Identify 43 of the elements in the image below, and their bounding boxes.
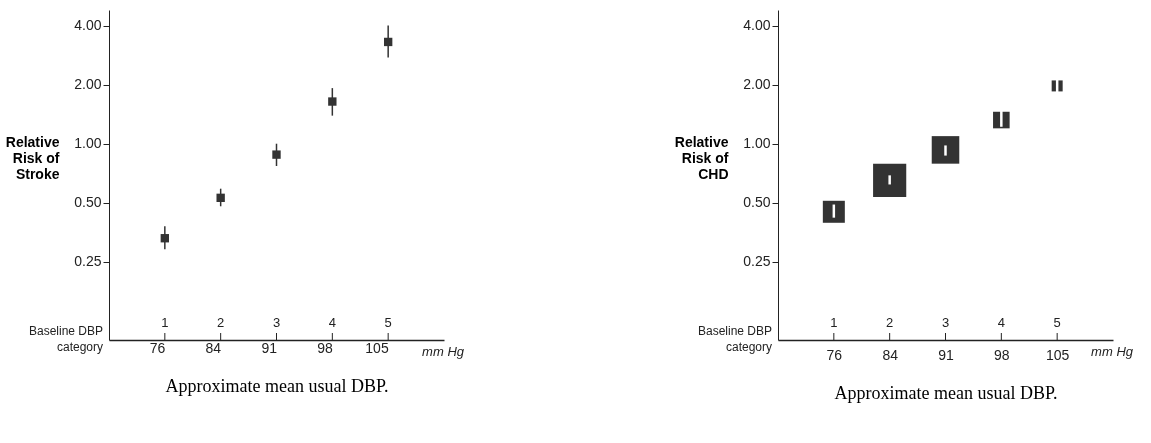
x-tick-label: 91: [261, 339, 278, 356]
text: Baseline DBP category: [28, 324, 103, 354]
y-tick-label: 1.00: [74, 135, 102, 152]
y-tick-label: 2.00: [74, 76, 102, 93]
x-tick-label: 98: [994, 346, 1010, 363]
x-tick-label: 91: [938, 346, 954, 363]
y-tick-label: 4.00: [743, 17, 771, 34]
y-tick-label: 0.25: [743, 253, 771, 270]
annotation: 5: [384, 315, 392, 330]
y-axis-title: Relative Risk of CHD: [674, 133, 729, 182]
point: [160, 234, 170, 243]
text: mm Hg: [1091, 344, 1134, 359]
point: [216, 193, 225, 203]
annotation: 1: [830, 315, 838, 330]
y-tick-label: 0.25: [74, 253, 102, 270]
annotation: 1: [161, 315, 169, 330]
point: [272, 150, 281, 159]
text: mm Hg: [422, 344, 465, 359]
annotation: 4: [328, 315, 336, 330]
point: [383, 37, 393, 47]
annotation: 2: [217, 315, 225, 330]
y-axis-title: Relative Risk of Stroke: [5, 133, 60, 182]
x-axis-title: Approximate mean usual DBP.: [834, 382, 1058, 403]
text: Baseline DBP category: [697, 324, 772, 354]
y-tick-label: 0.50: [74, 194, 102, 211]
annotation: 3: [941, 315, 950, 330]
annotation: 4: [997, 315, 1005, 330]
annotation: 2: [886, 315, 894, 330]
x-tick-label: 105: [365, 339, 389, 356]
x-tick-label: 76: [149, 339, 166, 356]
x-tick-label: 84: [882, 346, 899, 363]
x-tick-label: 105: [1045, 346, 1070, 363]
y-tick-label: 0.50: [743, 194, 771, 211]
y-tick-label: 4.00: [74, 17, 102, 34]
x-tick-label: 98: [317, 339, 334, 356]
point: [328, 97, 337, 106]
x-tick-label: 76: [826, 346, 843, 363]
annotation: 5: [1053, 315, 1061, 330]
annotation: 3: [272, 315, 281, 330]
x-tick-label: 84: [205, 339, 222, 356]
x-axis-title: Approximate mean usual DBP.: [165, 375, 389, 396]
y-tick-label: 1.00: [743, 135, 771, 152]
y-tick-label: 2.00: [743, 76, 771, 93]
